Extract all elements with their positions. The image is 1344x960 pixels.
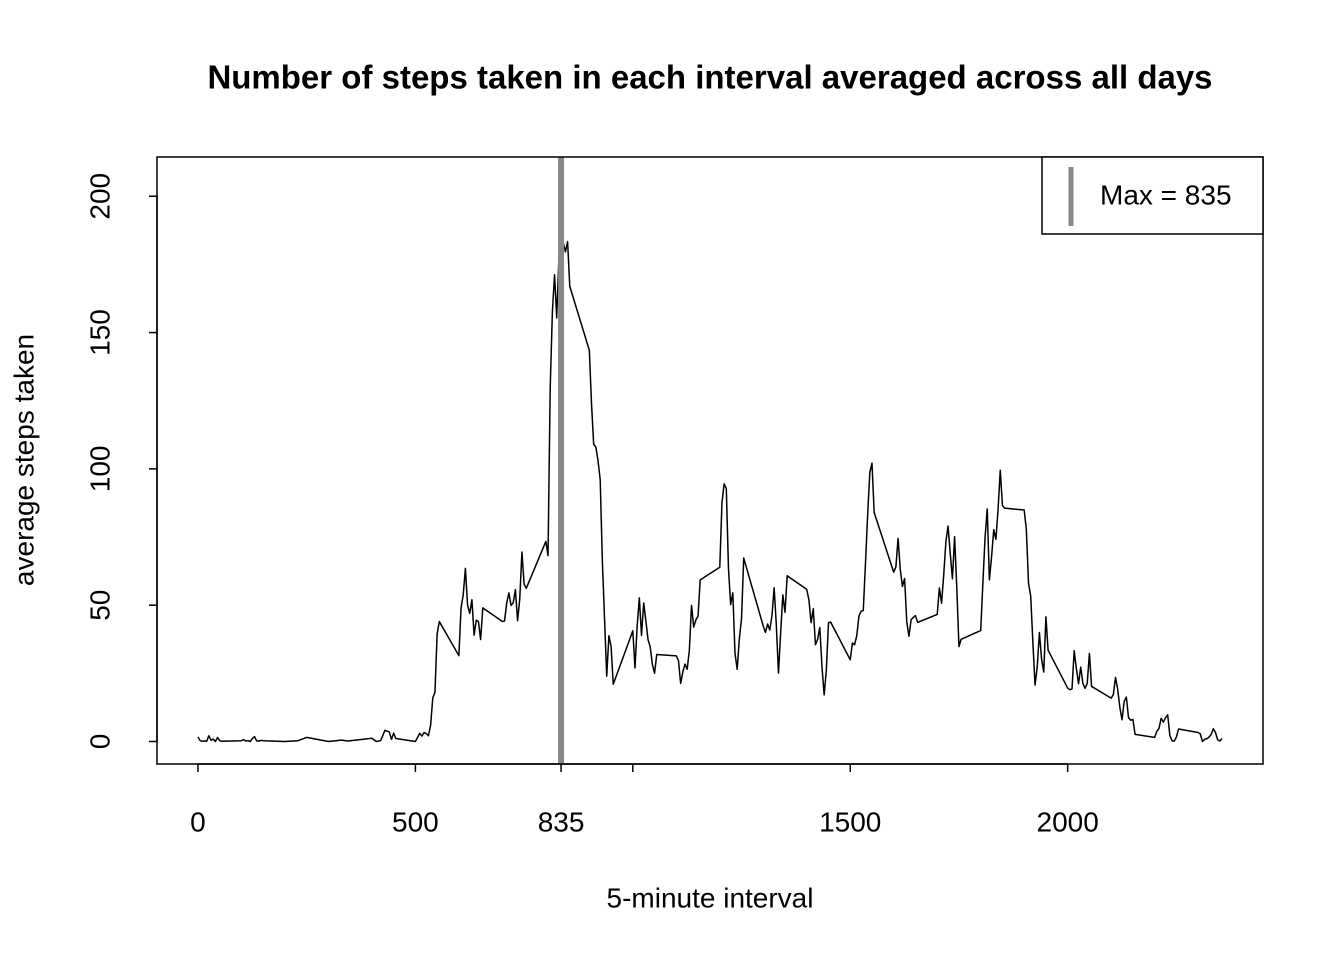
- y-axis-label: average steps taken: [8, 334, 39, 586]
- y-tick-label: 200: [84, 173, 115, 220]
- chart-title: Number of steps taken in each interval a…: [207, 59, 1212, 96]
- x-axis-label: 5-minute interval: [607, 882, 814, 913]
- y-tick-label: 150: [84, 309, 115, 356]
- y-tick-label: 50: [84, 590, 115, 621]
- y-tick-label: 0: [84, 734, 115, 750]
- x-tick-label: 500: [392, 806, 439, 837]
- plot-frame: [156, 156, 1264, 765]
- y-tick-label: 100: [84, 446, 115, 493]
- x-tick-label: 1500: [819, 806, 881, 837]
- x-tick-label: 2000: [1037, 806, 1099, 837]
- x-tick-label: 0: [190, 806, 206, 837]
- data-line: [197, 206, 1223, 743]
- legend-label: Max = 835: [1100, 179, 1232, 210]
- x-tick-label: 835: [538, 806, 585, 837]
- legend-box: [1041, 156, 1264, 235]
